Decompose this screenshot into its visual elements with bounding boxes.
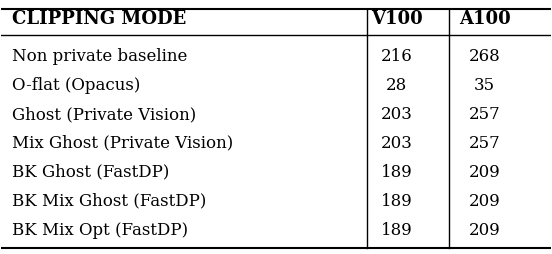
Text: BK Ghost (FastDP): BK Ghost (FastDP) [12,164,170,181]
Text: 268: 268 [469,48,501,65]
Text: 257: 257 [469,106,501,123]
Text: 189: 189 [381,221,413,239]
Text: 209: 209 [469,193,501,210]
Text: Ghost (Private Vision): Ghost (Private Vision) [12,106,197,123]
Text: 257: 257 [469,135,501,152]
Text: 209: 209 [469,221,501,239]
Text: Non private baseline: Non private baseline [12,48,188,65]
Text: 189: 189 [381,164,413,181]
Text: Mix Ghost (Private Vision): Mix Ghost (Private Vision) [12,135,233,152]
Text: 28: 28 [386,77,407,94]
Text: 203: 203 [381,135,413,152]
Text: O-flat (Opacus): O-flat (Opacus) [12,77,141,94]
Text: 216: 216 [381,48,413,65]
Text: 203: 203 [381,106,413,123]
Text: 35: 35 [474,77,495,94]
Text: 189: 189 [381,193,413,210]
Text: BK Mix Ghost (FastDP): BK Mix Ghost (FastDP) [12,193,207,210]
Text: V100: V100 [371,10,423,28]
Text: 209: 209 [469,164,501,181]
Text: A100: A100 [459,10,511,28]
Text: CLIPPING MODE: CLIPPING MODE [12,10,187,28]
Text: BK Mix Opt (FastDP): BK Mix Opt (FastDP) [12,221,188,239]
